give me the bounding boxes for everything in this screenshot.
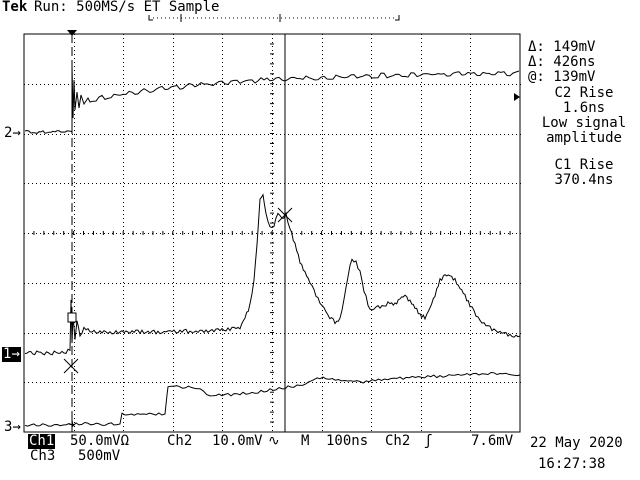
trigger-slope-icon: ʃ (424, 433, 433, 449)
ch3-marker[interactable]: 3→ (4, 420, 21, 435)
ch3-trigger-t-icon: T (69, 423, 75, 434)
timebase-label: M (301, 433, 310, 449)
ch1-waveform (24, 193, 521, 356)
brand-label: Tek (2, 0, 28, 15)
ac-coupling-icon: ∿ (268, 433, 280, 449)
acquisition-status: Run: 500MS/s ET Sample (34, 0, 220, 15)
c1-rise-label: C1 Rise (554, 157, 614, 173)
ch3-waveform (24, 371, 521, 428)
c2-rise-value: 1.6ns (562, 100, 606, 116)
ch2-footer-label[interactable]: Ch2 (167, 433, 193, 449)
ch1-scale: 50.0mVΩ (70, 433, 130, 449)
time-display: 16:27:38 (538, 456, 606, 472)
graticule-grid (23, 33, 521, 433)
trigger-level-icon (514, 93, 520, 101)
c2-rise-label: C2 Rise (554, 85, 614, 101)
ch1-marker[interactable]: 1→ (2, 347, 21, 362)
ch2-marker[interactable]: 2→ (4, 126, 21, 141)
ch1-marker-label: 1 (3, 346, 12, 362)
arrow-right-icon: → (12, 125, 21, 141)
date-display: 22 May 2020 (530, 435, 623, 451)
trigger-level: 7.6mV (471, 433, 514, 449)
record-bracket (148, 14, 400, 22)
ch2-marker-label: 2 (4, 125, 13, 141)
ch3-marker-label: 3 (4, 419, 13, 435)
cursor-2-x-mark (277, 207, 293, 223)
arrow-right-icon: → (11, 346, 20, 362)
trigger-source[interactable]: Ch2 (385, 433, 411, 449)
low-signal-warning-line1: Low signal (541, 115, 627, 131)
timebase-value: 100ns (326, 433, 369, 449)
c1-rise-value: 370.4ns (554, 172, 614, 188)
ch1-footer-label[interactable]: Ch1 (28, 433, 56, 449)
ch2-waveform (24, 64, 520, 134)
at-voltage-readout: @: 139mV (528, 69, 596, 85)
delta-voltage-readout: Δ: 149mV (528, 39, 596, 55)
cursor-1-x-mark (63, 358, 79, 374)
delta-time-readout: Δ: 426ns (528, 54, 596, 70)
arrow-right-icon: → (12, 419, 21, 435)
trigger-position-icon (67, 30, 77, 36)
low-signal-warning-line2: amplitude (546, 130, 622, 146)
ch3-footer-label[interactable]: Ch3 (30, 448, 56, 464)
ch2-scale: 10.0mV (212, 433, 263, 449)
ch3-scale: 500mV (78, 448, 121, 464)
ch1-trigger-box (67, 312, 77, 323)
